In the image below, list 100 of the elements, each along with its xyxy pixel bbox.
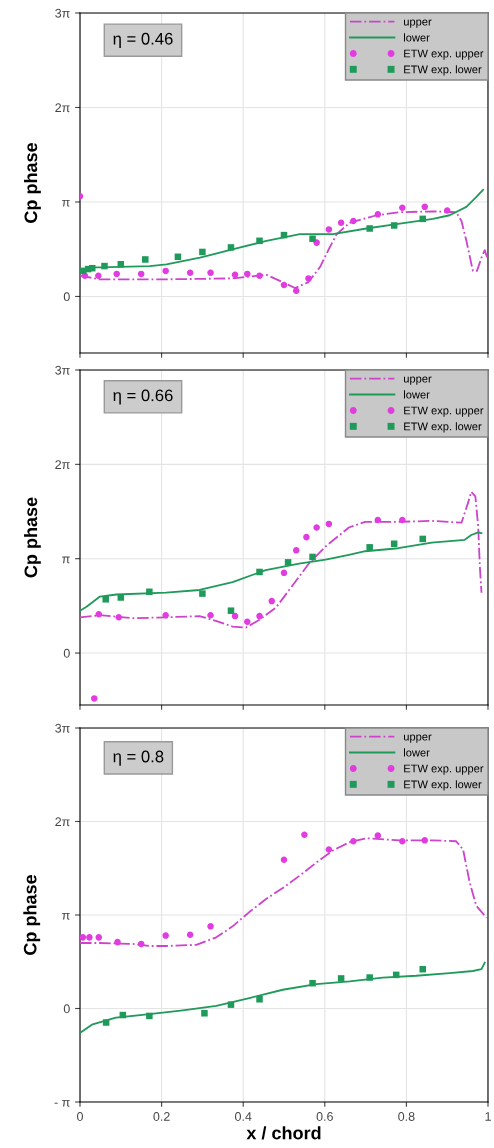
- point: [280, 281, 288, 289]
- x-tick-label: 0.2: [153, 1112, 170, 1121]
- y-tick-label: 0: [63, 292, 70, 302]
- line-series: [80, 837, 488, 947]
- y-tick-label: - π: [54, 1099, 70, 1107]
- point: [280, 569, 288, 577]
- point: [231, 271, 239, 279]
- point: [207, 611, 214, 619]
- point: [301, 831, 308, 838]
- point: [309, 979, 316, 987]
- y-axis-title: Cp phase: [23, 874, 41, 955]
- x-tick-label: 1: [485, 1112, 491, 1121]
- point: [137, 270, 145, 278]
- legend-label: ETW exp. lower: [404, 780, 482, 791]
- point: [113, 270, 120, 278]
- y-tick-label: 3π: [55, 8, 70, 18]
- point: [207, 923, 214, 930]
- point: [325, 226, 333, 233]
- point: [227, 244, 235, 251]
- legend-label: lower: [404, 390, 430, 399]
- point: [101, 262, 108, 270]
- point: [227, 607, 235, 614]
- point: [256, 996, 263, 1003]
- point: [199, 590, 206, 597]
- point: [366, 974, 373, 981]
- x-tick-label: 0.8: [398, 1112, 415, 1121]
- legend-label: lower: [404, 33, 430, 42]
- point: [374, 516, 382, 524]
- y-axis-title: Cp phase: [23, 497, 41, 578]
- x-tick-label: 0.6: [316, 1112, 333, 1121]
- legend-label: upper: [404, 19, 432, 28]
- point: [374, 832, 382, 839]
- point: [115, 614, 123, 621]
- x-tick-label: 0: [77, 1112, 83, 1121]
- annotation: η = 0.46: [113, 32, 173, 48]
- point: [162, 932, 169, 939]
- point: [80, 934, 87, 941]
- point: [244, 270, 251, 278]
- point: [399, 204, 406, 211]
- y-tick-label: 3π: [55, 365, 70, 375]
- point: [146, 588, 153, 596]
- point: [102, 596, 109, 603]
- point: [207, 269, 214, 276]
- point: [201, 1010, 208, 1017]
- point: [292, 547, 300, 554]
- point: [146, 1012, 153, 1020]
- legend-label: upper: [404, 734, 432, 743]
- point: [137, 940, 145, 948]
- y-tick-label: 3π: [55, 723, 70, 733]
- point: [390, 540, 398, 547]
- legend-label: ETW exp. upper: [404, 49, 484, 60]
- point: [244, 618, 251, 626]
- line-series: [80, 531, 483, 612]
- point: [337, 975, 345, 982]
- point: [95, 611, 103, 618]
- point: [366, 544, 373, 551]
- point: [350, 837, 357, 845]
- point: [390, 222, 398, 229]
- point: [199, 248, 206, 256]
- point: [337, 219, 345, 227]
- legend-label: ETW exp. upper: [404, 764, 484, 775]
- point: [366, 225, 373, 232]
- y-tick-label: π: [62, 912, 70, 920]
- point: [325, 846, 333, 853]
- y-tick-label: 0: [63, 648, 70, 658]
- point: [268, 597, 276, 605]
- point: [117, 261, 125, 268]
- point: [227, 1001, 235, 1008]
- point: [256, 272, 263, 279]
- point: [313, 524, 320, 531]
- x-tick-label: 0.4: [235, 1112, 252, 1121]
- point: [162, 267, 169, 275]
- point: [325, 520, 333, 528]
- point: [303, 533, 310, 541]
- point: [309, 235, 316, 242]
- point: [309, 553, 316, 561]
- point: [280, 856, 288, 863]
- point: [419, 965, 426, 973]
- point: [399, 837, 406, 845]
- point: [186, 269, 194, 276]
- point: [256, 568, 263, 576]
- y-tick-label: 2π: [55, 103, 70, 113]
- annotation: η = 0.8: [113, 750, 164, 766]
- y-tick-label: 0: [63, 1004, 70, 1014]
- point: [117, 594, 125, 601]
- legend-label: upper: [404, 376, 432, 385]
- y-tick-label: π: [62, 199, 70, 207]
- point: [256, 237, 263, 245]
- annotation: η = 0.66: [113, 389, 173, 405]
- legend-label: ETW exp. upper: [404, 406, 484, 417]
- point: [292, 287, 300, 294]
- point: [95, 934, 103, 941]
- point: [142, 256, 149, 263]
- point: [350, 217, 357, 225]
- point: [305, 275, 312, 282]
- point: [95, 272, 102, 279]
- point: [114, 938, 121, 946]
- point: [102, 1019, 110, 1026]
- point: [256, 612, 263, 620]
- point: [421, 203, 429, 211]
